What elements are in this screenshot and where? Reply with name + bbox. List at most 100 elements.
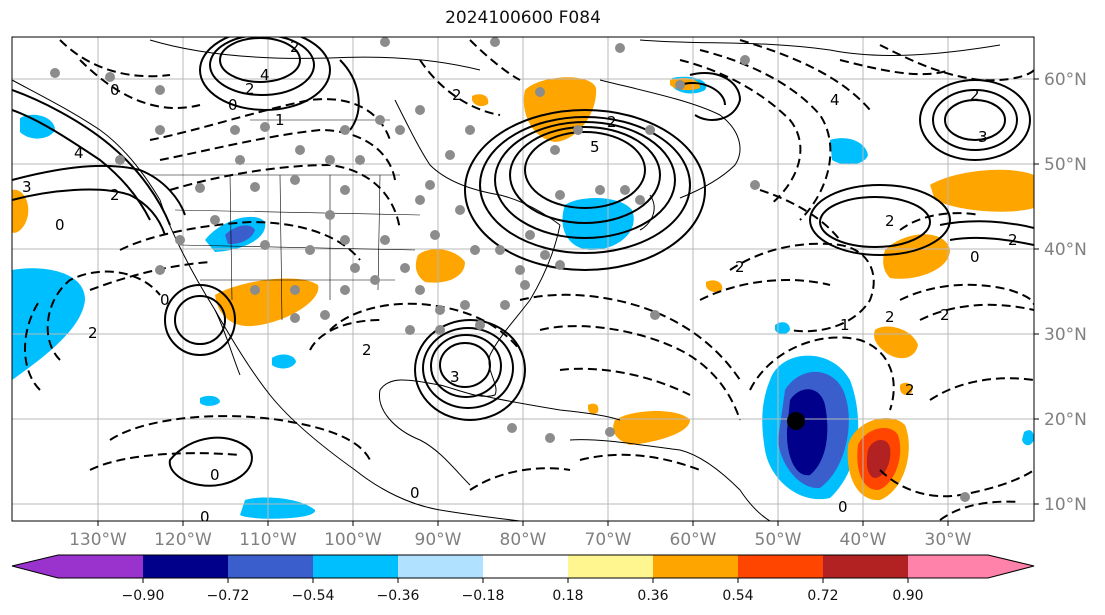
shade-neg-area <box>20 114 55 139</box>
contour-label: 2 <box>245 80 255 98</box>
colorbar-outline <box>11 554 1035 579</box>
lon-label: 80°W <box>500 530 547 550</box>
shade-neg-area <box>272 354 296 369</box>
shade-pos-area <box>415 249 465 283</box>
lat-label: 60°N <box>1044 70 1087 90</box>
contour-label: 4 <box>830 91 840 109</box>
colorbar-over-extension <box>988 555 1034 578</box>
colorbar-bin <box>823 555 908 578</box>
colorbar-bin <box>398 555 483 578</box>
shade-neg-area <box>830 138 868 165</box>
lon-label: 30°W <box>925 530 972 550</box>
colorbar-bin <box>738 555 823 578</box>
lat-label: 10°N <box>1044 495 1087 515</box>
shade-pos-area <box>588 403 599 415</box>
lat-label: 40°N <box>1044 240 1087 260</box>
graticule <box>12 37 1034 521</box>
observation-stations <box>50 37 970 502</box>
contour-label: 0 <box>838 498 848 516</box>
lon-label: 90°W <box>415 530 462 550</box>
colorbar-bin <box>653 555 738 578</box>
colorbar-bin <box>143 555 228 578</box>
contour-label: 5 <box>590 138 600 156</box>
shade-pos-area <box>930 169 1034 212</box>
colorbar-tick-label: 0.72 <box>807 588 838 604</box>
colorbar-tick-label: 0.90 <box>892 588 923 604</box>
contour-label: 0 <box>55 216 65 234</box>
longitude-labels: 130°W 120°W 110°W 100°W 90°W 80°W 70°W 6… <box>69 530 972 550</box>
colorbar-tick-label: −0.36 <box>377 588 420 604</box>
contour-label: 0 <box>210 466 220 484</box>
colorbar-tick-label: −0.54 <box>292 588 335 604</box>
lon-label: 50°W <box>755 530 802 550</box>
colorbar: −0.90 −0.72 −0.54 −0.36 −0.18 0.18 0.36 … <box>11 554 1035 604</box>
axis-ticks <box>97 78 1039 526</box>
contour-label: 0 <box>410 484 420 502</box>
colorbar-bin <box>228 555 313 578</box>
colorbar-tick-label: −0.18 <box>462 588 505 604</box>
contour-label: 0 <box>110 81 120 99</box>
lon-label: 130°W <box>69 530 127 550</box>
colorbar-tick-label: 0.54 <box>722 588 753 604</box>
shade-pos-area <box>900 382 913 395</box>
shade-neg-area <box>225 225 255 245</box>
negative-contours <box>24 39 1034 521</box>
lon-label: 70°W <box>585 530 632 550</box>
shade-neg-area <box>775 322 790 335</box>
lat-label: 20°N <box>1044 410 1087 430</box>
shade-neg-area <box>12 268 85 380</box>
contour-label: 4 <box>260 66 270 84</box>
contour-label: 0 <box>970 248 980 266</box>
positive-contours <box>12 37 1034 487</box>
contour-label: 0 <box>200 508 210 526</box>
shade-neg-area <box>786 389 828 476</box>
storm-center-marker <box>787 412 805 430</box>
colorbar-bin <box>58 555 143 578</box>
lat-label: 50°N <box>1044 155 1087 175</box>
colorbar-bin <box>313 555 398 578</box>
colorbar-under-extension <box>12 555 58 578</box>
contour-labels: 0 2 4 3 2 0 1 2 4 0 2 5 2 4 2 3 2 2 2 0 … <box>22 38 1018 526</box>
contour-label: 2 <box>905 381 915 399</box>
shade-pos-area <box>12 189 29 233</box>
contour-label: 2 <box>607 113 617 131</box>
colorbar-bin <box>483 555 568 578</box>
contour-label: 3 <box>450 368 460 386</box>
contour-label: 2 <box>452 86 462 104</box>
colorbar-bin <box>908 555 988 578</box>
latitude-labels: 60°N 50°N 40°N 30°N 20°N 10°N <box>1044 70 1087 515</box>
contour-label: 2 <box>885 212 895 230</box>
contour-label: 1 <box>275 111 285 129</box>
colorbar-tick-label: −0.72 <box>207 588 250 604</box>
colorbar-tick-label: 0.36 <box>637 588 668 604</box>
contour-label: 3 <box>22 178 32 196</box>
contour-label: 0 <box>160 291 170 309</box>
lon-label: 120°W <box>154 530 212 550</box>
contour-label: 4 <box>74 144 84 162</box>
colorbar-tick-label: 0.18 <box>552 588 583 604</box>
lon-label: 60°W <box>670 530 717 550</box>
contour-label: 2 <box>362 341 372 359</box>
map-title: 2024100600 F084 <box>445 8 601 28</box>
contour-label: 2 <box>735 258 745 276</box>
lon-label: 100°W <box>324 530 382 550</box>
shade-pos-area <box>706 280 723 293</box>
colorbar-tick-label: −0.90 <box>122 588 165 604</box>
contour-label: 2 <box>290 38 300 56</box>
shade-pos-area <box>866 439 891 478</box>
contour-label: 2 <box>1008 231 1018 249</box>
shade-neg-area <box>1022 430 1034 446</box>
lon-label: 40°W <box>840 530 887 550</box>
lon-label: 110°W <box>239 530 297 550</box>
colorbar-bin <box>568 555 653 578</box>
shade-pos-area <box>472 94 489 107</box>
lat-label: 30°N <box>1044 325 1087 345</box>
shade-neg-area <box>200 395 220 406</box>
contour-label: 3 <box>978 128 988 146</box>
contour-label: 0 <box>228 96 238 114</box>
contour-label: 2 <box>885 308 895 326</box>
contour-label: 2 <box>110 186 120 204</box>
contour-label: 2 <box>940 306 950 324</box>
contour-label: 2 <box>88 324 98 342</box>
